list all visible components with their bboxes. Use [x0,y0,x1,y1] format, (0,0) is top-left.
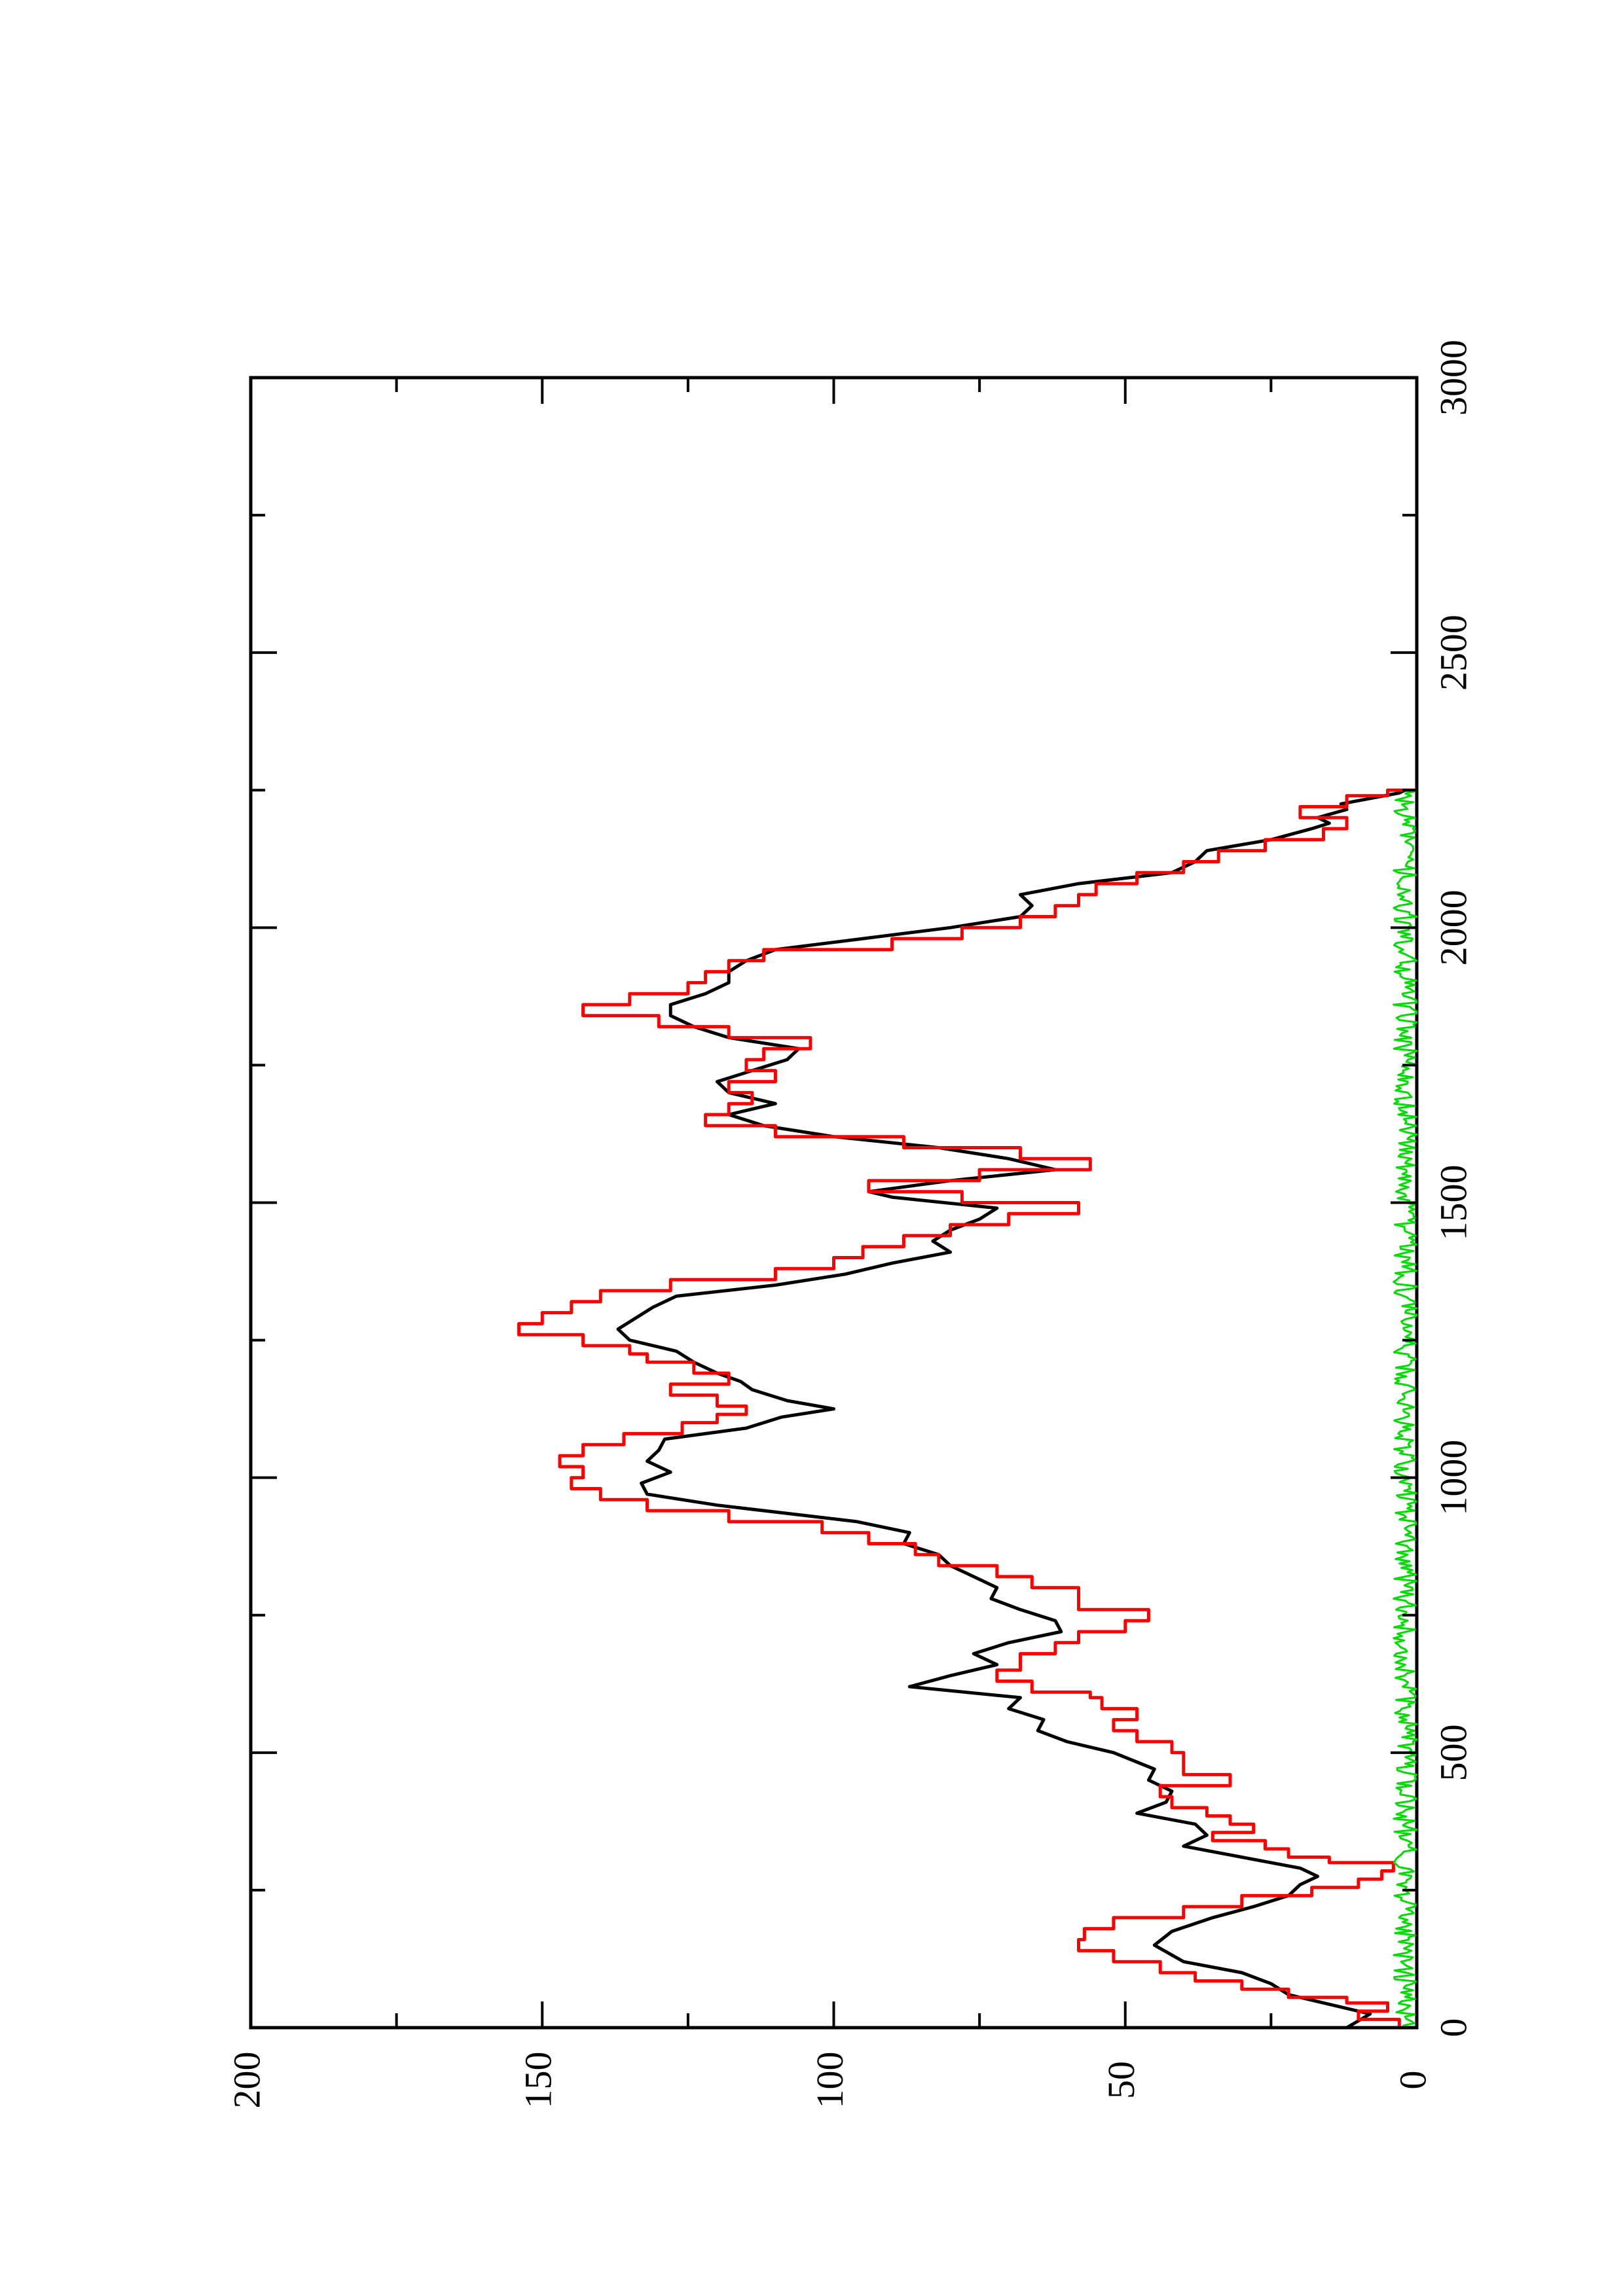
x-tick-label: 500 [1432,1724,1474,1781]
ticks-layer [249,376,1418,2029]
x-tick-label: 1000 [1432,1440,1474,1516]
y-tick-label: 150 [517,2052,560,2109]
y-tick-label: 200 [225,2052,268,2109]
series-line-2 [1392,790,1418,2028]
x-tick-label: 2000 [1432,889,1474,965]
x-tick-label: 0 [1432,2018,1474,2037]
y-tick-label: 100 [809,2052,851,2109]
x-tick-label: 2500 [1432,615,1474,691]
x-tick-label: 1500 [1432,1165,1474,1241]
labels-layer: 0 500 1000 1500 2000 2500 3000 0 50 100 150 200 [225,340,1474,2109]
y-tick-label: 0 [1391,2071,1434,2090]
series-layer [517,788,1418,2030]
series-line-1 [517,788,1417,2028]
plot-frame [249,376,1419,2030]
x-tick-label: 3000 [1432,340,1474,416]
series-line-0 [616,789,1406,2030]
y-tick-label: 50 [1100,2061,1142,2099]
